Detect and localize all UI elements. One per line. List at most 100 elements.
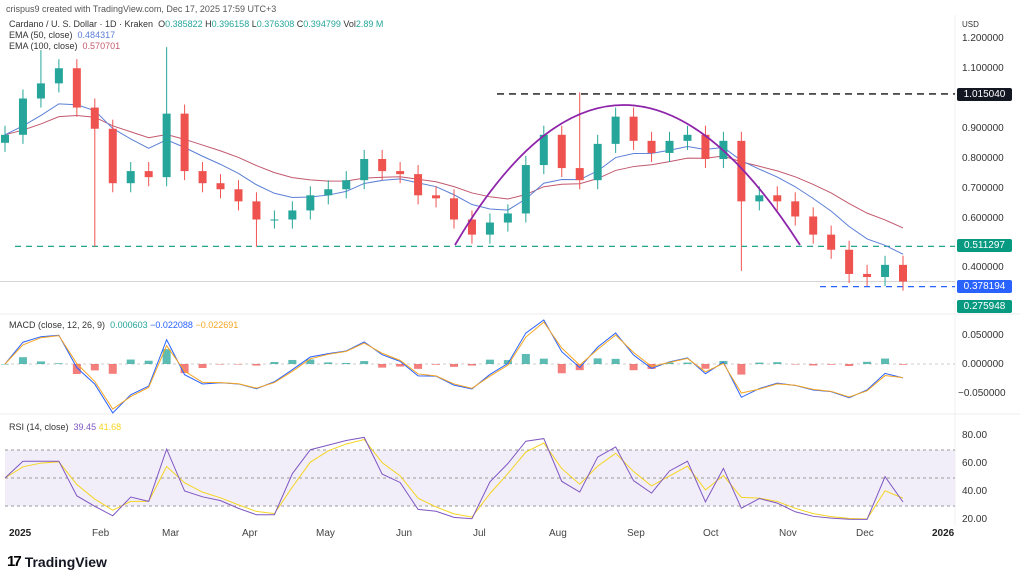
candle-body — [503, 213, 512, 223]
x-label: Mar — [162, 528, 180, 539]
macd-histogram-bar — [234, 364, 243, 365]
candle-body — [126, 171, 135, 184]
macd-histogram-bar — [539, 358, 548, 364]
candle-body — [701, 134, 710, 159]
macd-histogram-bar — [863, 361, 872, 364]
rounding-top-arc — [454, 104, 801, 246]
macd-histogram-bar — [503, 360, 512, 364]
close-label: C — [296, 19, 304, 29]
macd-histogram-bar — [809, 364, 818, 366]
macd-histogram-bar — [701, 364, 710, 369]
rsi-tick: 20.00 — [962, 514, 988, 525]
price-tick: 0.400000 — [962, 262, 1004, 273]
open-value: 0.385822 — [165, 19, 203, 29]
macd-histogram-bar — [306, 359, 315, 364]
candle-body — [306, 195, 315, 211]
macd-histogram-bar — [54, 363, 63, 364]
x-label: Feb — [92, 528, 110, 539]
x-label: Jun — [396, 528, 413, 539]
ema50-line — [4, 103, 904, 255]
low-price-tag: 0.378194 — [957, 280, 1012, 293]
candle-body — [414, 174, 423, 196]
macd-histogram-bar — [198, 364, 207, 369]
macd-histogram-bar — [737, 364, 746, 375]
macd-histogram-bar — [899, 364, 907, 365]
candle-body — [270, 219, 279, 221]
candle-body — [521, 165, 530, 214]
price-tick: 0.800000 — [962, 153, 1004, 164]
price-tick: 1.100000 — [962, 63, 1004, 74]
macd-histogram-bar — [1, 364, 9, 365]
ema100-value: 0.570701 — [82, 41, 121, 51]
macd-histogram-bar — [72, 364, 81, 375]
candle-body — [432, 195, 441, 199]
candle-body — [791, 201, 800, 217]
volume-value: 2.89 M — [355, 19, 384, 29]
candle-body — [773, 195, 782, 202]
symbol-name: Cardano / U. S. Dollar · 1D · Kraken — [9, 19, 154, 29]
candle-body — [881, 264, 890, 277]
macd-histogram-bar — [252, 364, 261, 366]
candle-body — [647, 140, 656, 153]
macd-histogram-bar — [288, 359, 297, 364]
candle-body — [845, 249, 854, 274]
volume-label: Vol — [343, 19, 356, 29]
candle-body — [863, 273, 872, 277]
macd-histogram-bar — [324, 362, 333, 364]
macd-label: MACD (close, 12, 26, 9) — [9, 320, 106, 330]
macd-signal-value: −0.022691 — [195, 320, 239, 330]
candle-body — [485, 222, 494, 235]
rsi-tick: 80.00 — [962, 430, 988, 441]
ema100-legend: EMA (100, close) 0.570701 — [9, 41, 120, 51]
macd-histogram-bar — [342, 362, 351, 364]
tradingview-logo-icon: 17 — [7, 553, 22, 570]
support-price-tag: 0.511297 — [957, 239, 1012, 252]
price-tick: 0.700000 — [962, 183, 1004, 194]
candle-body — [90, 107, 99, 129]
low-label: L — [251, 19, 257, 29]
x-label: 2025 — [9, 528, 32, 539]
macd-histogram-bar — [845, 364, 854, 367]
rsi-ma-value: 41.68 — [98, 422, 122, 432]
macd-histogram-bar — [773, 362, 782, 364]
macd-histogram-bar — [162, 349, 171, 364]
tradingview-logo-text: TradingView — [24, 553, 107, 570]
price-tick: 1.200000 — [962, 33, 1004, 44]
x-label: May — [316, 528, 335, 539]
high-value: 0.396158 — [211, 19, 250, 29]
macd-histogram-bar — [881, 358, 890, 364]
candle-body — [1, 134, 9, 143]
macd-tick: 0.000000 — [962, 359, 1004, 370]
price-unit: USD — [962, 20, 979, 29]
x-label: Sep — [627, 528, 645, 539]
tradingview-logo[interactable]: 17 TradingView — [7, 553, 107, 570]
target-price-tag: 0.275948 — [957, 300, 1012, 313]
macd-histogram-bar — [90, 364, 99, 371]
candle-body — [252, 201, 261, 220]
candle-body — [593, 143, 602, 181]
candle-body — [162, 113, 171, 178]
macd-legend: MACD (close, 12, 26, 9) 0.000603 −0.0220… — [9, 320, 238, 330]
candle-body — [54, 68, 63, 84]
ema100-line — [4, 114, 904, 229]
x-label: Aug — [549, 528, 567, 539]
candle-body — [575, 168, 584, 181]
macd-histogram-bar — [396, 364, 405, 367]
price-tick: 0.900000 — [962, 123, 1004, 134]
macd-histogram-bar — [450, 364, 458, 367]
macd-histogram-bar — [216, 364, 225, 365]
macd-histogram-bar — [683, 362, 692, 364]
open-label: O — [158, 19, 166, 29]
macd-histogram-bar — [360, 361, 369, 364]
macd-tick: −0.050000 — [958, 388, 1006, 399]
candle-body — [144, 171, 153, 178]
high-label: H — [205, 19, 212, 29]
candle-body — [378, 159, 387, 172]
macd-histogram-bar — [378, 364, 387, 368]
candle-body — [809, 216, 818, 235]
close-value: 0.394799 — [303, 19, 341, 29]
macd-histogram-bar — [791, 364, 800, 365]
macd-histogram-bar — [521, 353, 530, 364]
